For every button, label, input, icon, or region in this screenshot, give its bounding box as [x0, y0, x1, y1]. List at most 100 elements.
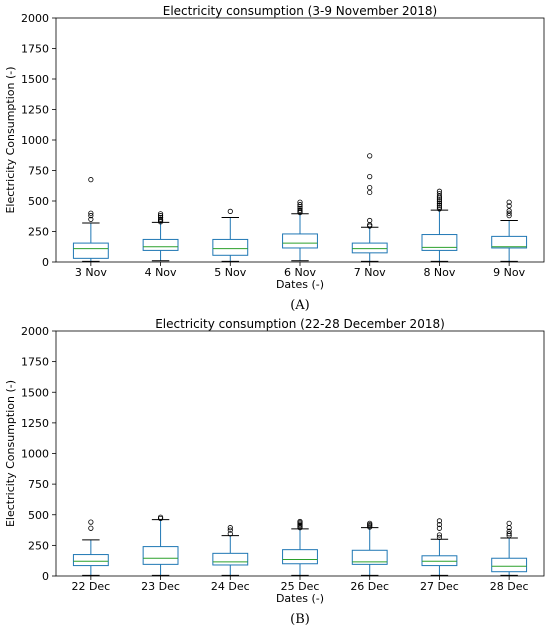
- box-26-dec: [351, 520, 388, 576]
- x-tick-label: 7 Nov: [354, 266, 386, 279]
- y-axis-label: Electricity Consumption (-): [4, 66, 17, 213]
- outlier-point: [157, 214, 164, 221]
- y-tick-label: 0: [42, 570, 49, 583]
- box-body: [491, 235, 528, 249]
- y-tick-label: 500: [28, 509, 49, 522]
- box-body: [491, 557, 528, 573]
- y-tick-label: 2000: [21, 325, 49, 338]
- outlier-point: [367, 153, 373, 159]
- outlier-point: [297, 207, 303, 213]
- box-23-dec: [142, 514, 179, 576]
- outlier-point: [88, 210, 94, 216]
- chart-panel-1: Electricity consumption (3-9 November 20…: [4, 4, 545, 313]
- y-tick-label: 1250: [21, 417, 49, 430]
- outlier-point: [157, 211, 164, 217]
- box-body: [212, 552, 249, 566]
- outlier-point: [367, 189, 373, 196]
- outlier-point: [506, 520, 512, 526]
- chart-title: Electricity consumption (3-9 November 20…: [163, 4, 438, 18]
- box-22-dec: [72, 519, 109, 576]
- box-body: [351, 549, 388, 565]
- figure-caption: (A): [290, 298, 310, 313]
- outlier-point: [436, 534, 443, 541]
- outlier-point: [88, 525, 94, 531]
- y-tick-label: 750: [28, 165, 49, 178]
- y-tick-label: 2000: [21, 12, 49, 25]
- x-tick-label: 4 Nov: [145, 266, 177, 279]
- box-9-nov: [491, 199, 528, 262]
- outlier-point: [436, 532, 443, 538]
- outlier-point: [436, 204, 443, 210]
- box-27-dec: [421, 518, 458, 576]
- outlier-point: [157, 216, 164, 222]
- box-25-dec: [282, 518, 318, 576]
- y-tick-label: 1250: [21, 104, 49, 117]
- outlier-point: [506, 531, 512, 537]
- box-body: [421, 555, 458, 567]
- outlier-point: [506, 213, 512, 219]
- box-body: [282, 233, 318, 249]
- box-body: [72, 554, 109, 567]
- outlier-point: [436, 199, 443, 205]
- x-tick-label: 22 Dec: [71, 580, 110, 593]
- y-tick-label: 1500: [21, 386, 49, 399]
- outlier-point: [506, 210, 512, 216]
- outlier-point: [367, 217, 373, 224]
- outlier-point: [506, 208, 512, 214]
- box-body: [282, 549, 318, 565]
- outlier-point: [436, 518, 443, 524]
- y-tick-label: 1000: [21, 134, 49, 147]
- y-tick-label: 1000: [21, 448, 49, 461]
- y-tick-label: 250: [28, 539, 49, 552]
- x-tick-label: 5 Nov: [214, 266, 246, 279]
- y-tick-label: 1750: [21, 43, 49, 56]
- x-tick-label: 27 Dec: [420, 580, 459, 593]
- box-6-nov: [282, 199, 318, 262]
- x-tick-label: 3 Nov: [75, 266, 107, 279]
- box-4-nov: [142, 211, 179, 262]
- box-28-dec: [491, 520, 528, 576]
- outlier-point: [227, 527, 233, 533]
- x-tick-label: 26 Dec: [350, 580, 389, 593]
- outlier-point: [88, 177, 94, 183]
- y-tick-label: 750: [28, 478, 49, 491]
- outlier-point: [436, 202, 443, 208]
- outlier-point: [436, 521, 443, 528]
- x-axis-label: Dates (-): [276, 278, 324, 291]
- outlier-point: [227, 525, 233, 531]
- box-body: [351, 242, 388, 254]
- x-axis-label: Dates (-): [276, 592, 324, 605]
- outlier-point: [506, 528, 512, 534]
- box-body: [212, 238, 249, 256]
- chart-panel-2: Electricity consumption (22-28 December …: [4, 317, 545, 627]
- outlier-point: [367, 520, 373, 526]
- box-8-nov: [421, 188, 458, 262]
- figure-caption: (B): [290, 612, 310, 627]
- box-24-dec: [212, 525, 249, 576]
- box-body: [421, 234, 458, 251]
- box-body: [142, 546, 179, 565]
- outlier-point: [88, 216, 94, 222]
- x-tick-label: 6 Nov: [284, 266, 316, 279]
- outlier-point: [297, 199, 303, 205]
- box-7-nov: [351, 153, 388, 262]
- outlier-point: [297, 518, 303, 525]
- x-tick-label: 24 Dec: [211, 580, 250, 593]
- x-tick-label: 9 Nov: [493, 266, 525, 279]
- x-tick-label: 25 Dec: [281, 580, 320, 593]
- outlier-point: [227, 208, 233, 214]
- outlier-point: [157, 213, 164, 219]
- outlier-point: [88, 519, 94, 525]
- outlier-point: [436, 191, 443, 197]
- x-tick-label: 23 Dec: [141, 580, 180, 593]
- outlier-point: [436, 197, 443, 203]
- chart-title: Electricity consumption (22-28 December …: [155, 317, 445, 331]
- outlier-point: [436, 193, 443, 199]
- outlier-point: [436, 200, 443, 207]
- outlier-point: [227, 531, 233, 537]
- y-axis-label: Electricity Consumption (-): [4, 380, 17, 527]
- x-tick-label: 28 Dec: [490, 580, 529, 593]
- y-tick-label: 1750: [21, 356, 49, 369]
- y-tick-label: 250: [28, 226, 49, 239]
